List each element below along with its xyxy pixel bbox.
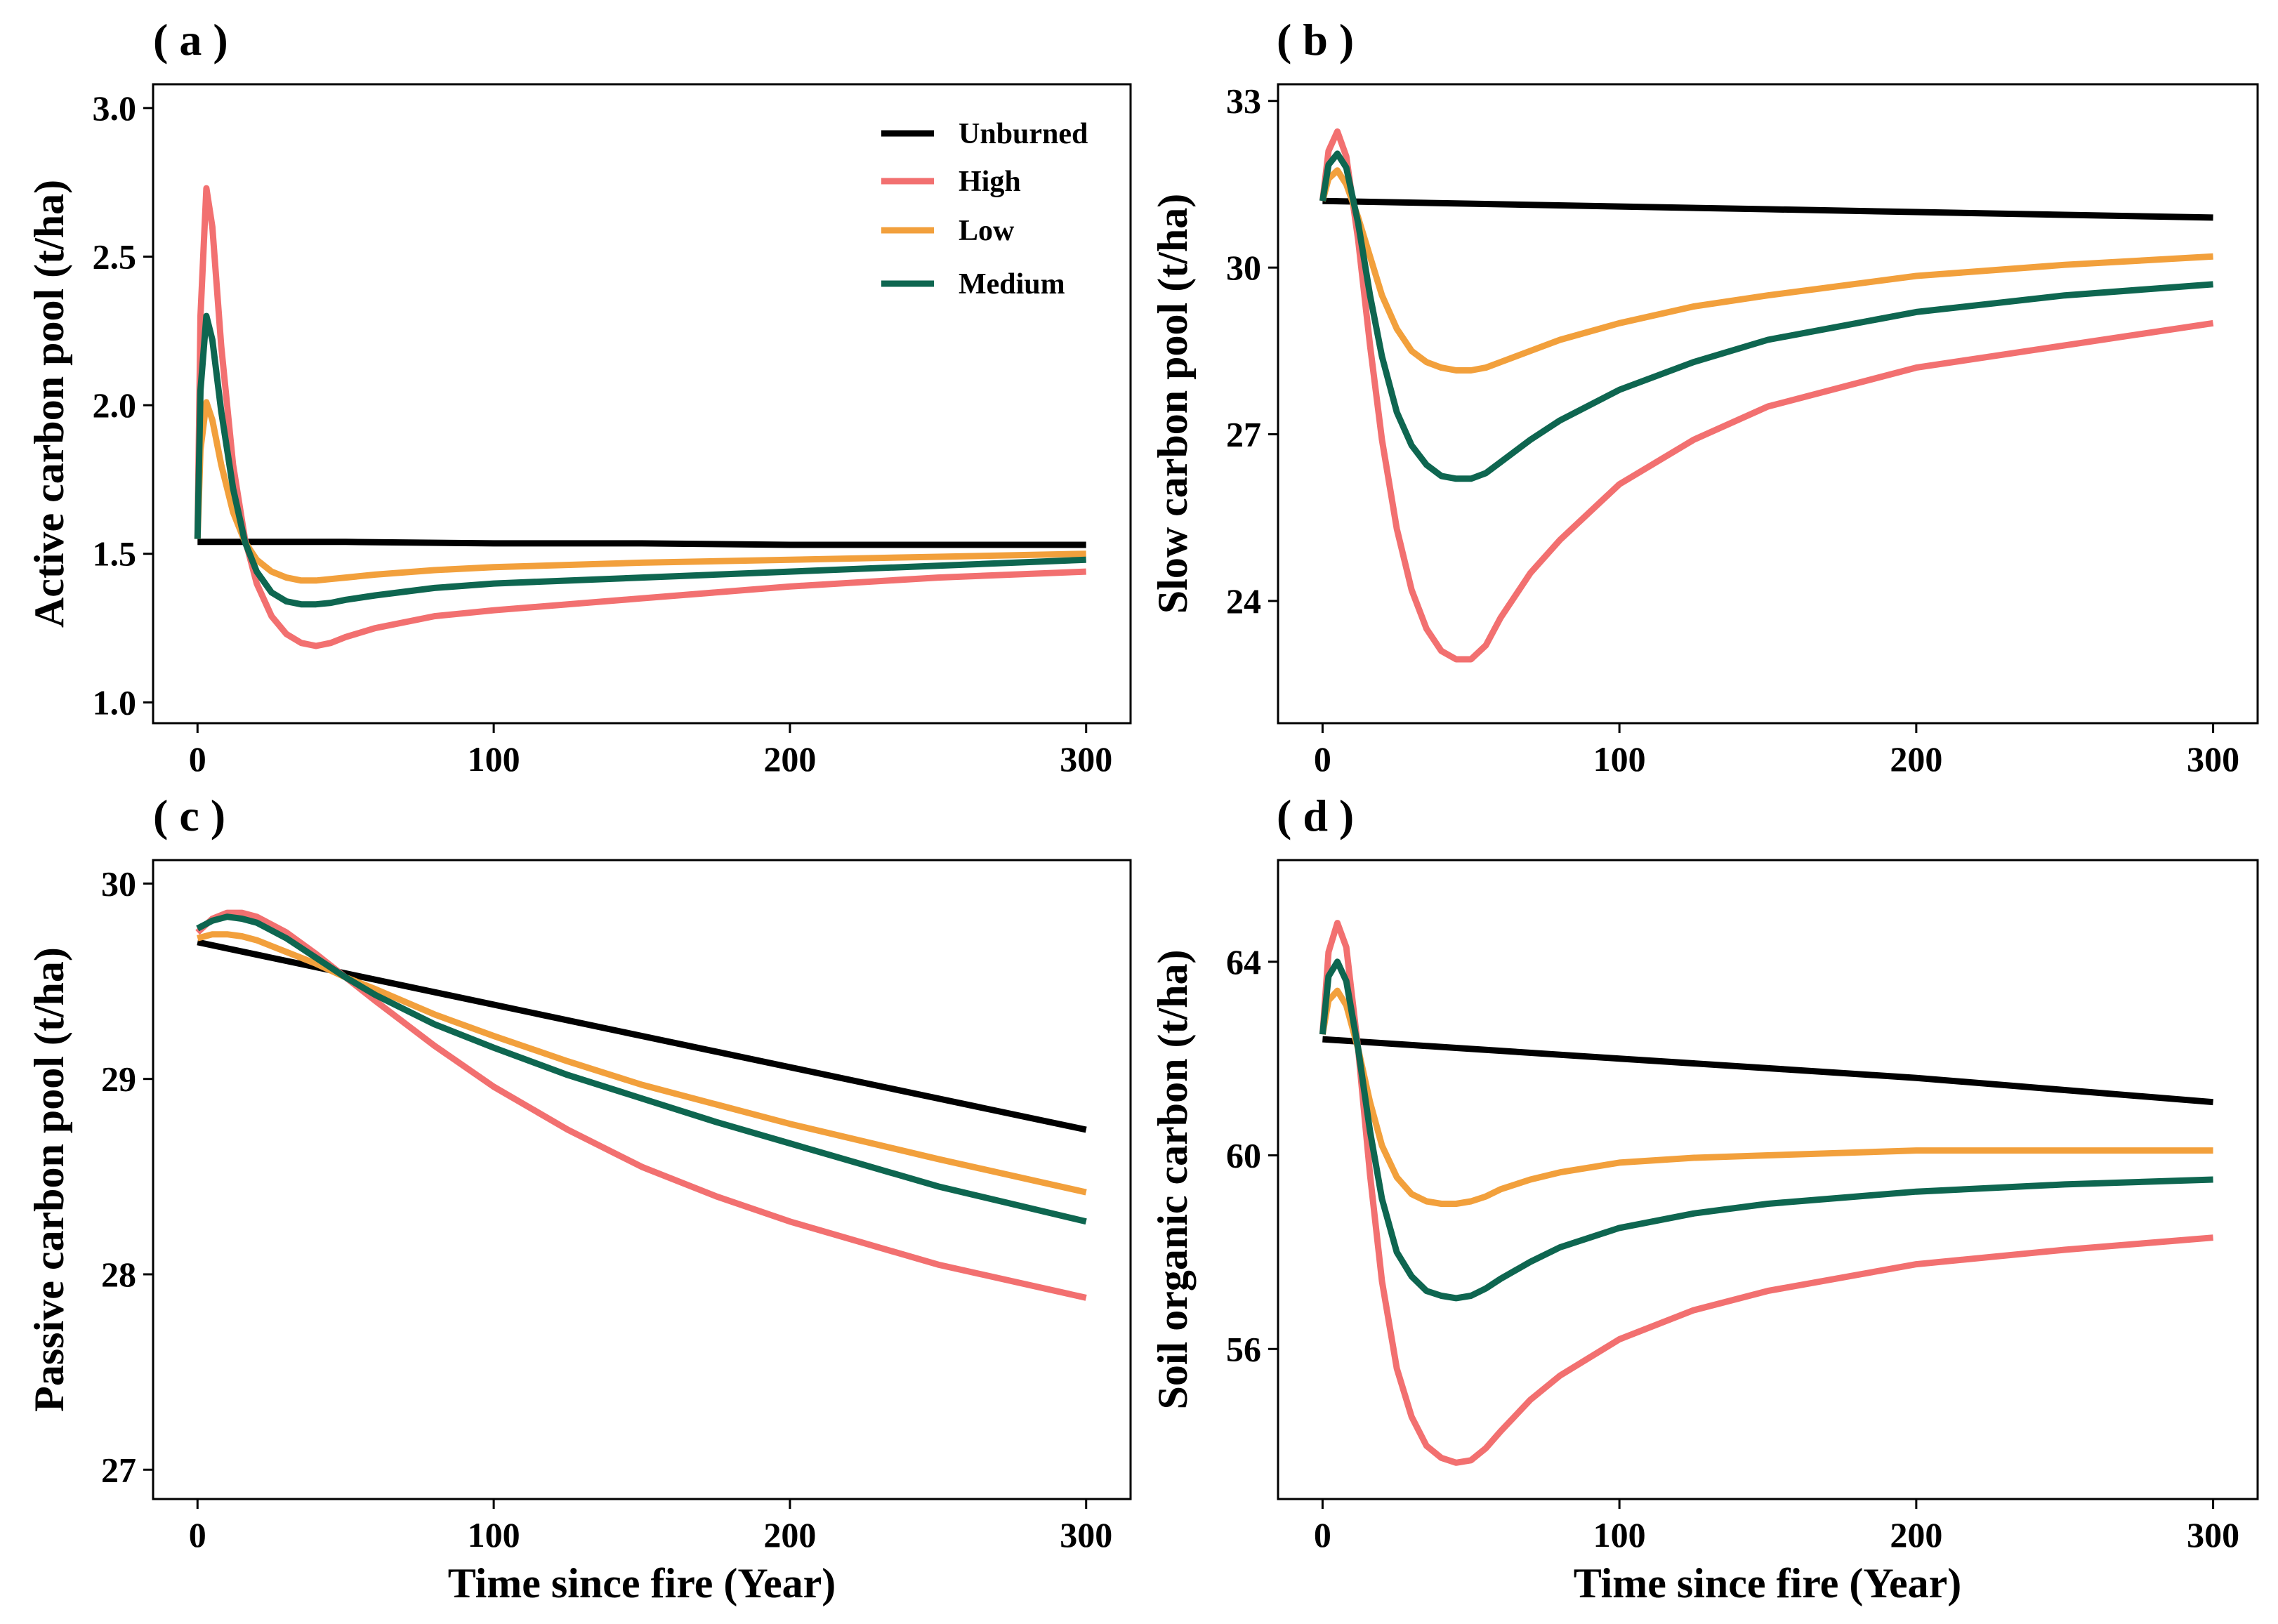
y-tick-label-b: 33	[1226, 81, 1261, 121]
series-line-low-c	[197, 931, 1087, 1196]
x-tick-label-b: 300	[2187, 739, 2239, 779]
y-tick-label-a: 3.0	[93, 88, 137, 128]
panel-a: ( a ) Active carbon pool (t/ha) 0 100 200 3…	[26, 15, 1132, 779]
x-tick-label-c: 0	[189, 1515, 206, 1554]
x-tick-label-c: 300	[1060, 1515, 1112, 1554]
panel-label-a: ( a )	[153, 15, 228, 65]
y-tick-label-c: 27	[101, 1450, 136, 1489]
legend-label-low: Low	[959, 215, 1015, 247]
y-tick-label-d: 64	[1226, 942, 1261, 982]
x-tick-label-a: 200	[763, 739, 816, 779]
plot-frame-d	[1277, 859, 2259, 1500]
y-tick-label-b: 30	[1226, 248, 1261, 287]
plot-frame-a	[152, 83, 1132, 725]
legend: Unburned High Low Medium	[881, 118, 1088, 301]
panel-b: ( b ) Slow carbon pool (t/ha) 0 100 200 300…	[1150, 15, 2259, 779]
y-axis-title-d: Soil organic carbon (t/ha)	[1150, 950, 1196, 1410]
plot-area-c: 0 100 200 300 27 28 29 30	[101, 859, 1132, 1554]
series-line-high-c	[195, 909, 1087, 1301]
y-tick-label-b: 24	[1226, 581, 1261, 621]
plot-area-d: 0 100 200 300 56 60 64	[1226, 859, 2259, 1554]
plot-area-b: 0 100 200 300 24 27 30 33	[1226, 81, 2259, 779]
y-tick-label-d: 56	[1226, 1329, 1261, 1368]
series-line-medium-b	[1319, 150, 2213, 482]
x-tick-label-d: 0	[1314, 1515, 1331, 1554]
x-tick-label-c: 100	[468, 1515, 520, 1554]
x-tick-label-a: 100	[468, 739, 520, 779]
panel-label-d: ( d )	[1277, 791, 1354, 840]
x-tick-label-c: 200	[763, 1515, 816, 1554]
x-axis-title-c: Time since fire (Year)	[448, 1560, 836, 1606]
y-tick-label-a: 2.0	[93, 385, 137, 425]
y-tick-label-a: 1.5	[93, 534, 137, 574]
x-tick-label-b: 100	[1593, 739, 1646, 779]
series-line-medium-d	[1319, 958, 2213, 1302]
y-tick-label-d: 60	[1226, 1136, 1261, 1175]
y-tick-label-a: 2.5	[93, 237, 137, 276]
plot-frame-c	[152, 859, 1132, 1500]
series-line-medium-a	[194, 312, 1086, 608]
y-axis-title-c: Passive carbon pool (t/ha)	[26, 947, 72, 1412]
y-tick-label-c: 28	[101, 1255, 136, 1294]
plot-frame-b	[1277, 83, 2259, 725]
x-tick-label-d: 100	[1593, 1515, 1646, 1554]
y-tick-label-c: 30	[101, 864, 136, 903]
legend-label-high: High	[959, 166, 1021, 198]
y-tick-label-a: 1.0	[93, 682, 137, 722]
panel-label-b: ( b )	[1277, 15, 1354, 65]
panel-c: ( c ) Passive carbon pool (t/ha) Time si…	[26, 791, 1132, 1606]
x-tick-label-d: 200	[1890, 1515, 1942, 1554]
plot-area-a: 0 100 200 300 1.0 1.5 2.0 2.5 3.0	[93, 83, 1132, 779]
y-tick-label-c: 29	[101, 1059, 136, 1099]
series-line-medium-c	[196, 913, 1087, 1225]
series-line-unburned-d	[1322, 1036, 2213, 1106]
series-line-unburned-b	[1322, 197, 2213, 221]
series-line-unburned-a	[197, 539, 1086, 548]
x-tick-label-b: 200	[1890, 739, 1942, 779]
legend-label-medium: Medium	[959, 268, 1065, 301]
panel-label-c: ( c )	[153, 791, 225, 840]
y-axis-title-b: Slow carbon pool (t/ha)	[1150, 194, 1196, 614]
x-axis-title-d: Time since fire (Year)	[1574, 1560, 1962, 1606]
series-line-high-a	[194, 185, 1086, 649]
series-line-low-a	[194, 399, 1086, 584]
panel-d: ( d ) Soil organic carbon (t/ha) Time si…	[1150, 791, 2259, 1606]
x-tick-label-b: 0	[1314, 739, 1331, 779]
y-axis-title-a: Active carbon pool (t/ha)	[26, 180, 72, 628]
x-tick-label-d: 300	[2187, 1515, 2239, 1554]
x-tick-label-a: 0	[189, 739, 206, 779]
x-tick-label-a: 300	[1060, 739, 1112, 779]
y-tick-label-b: 27	[1226, 415, 1261, 454]
legend-label-unburned: Unburned	[959, 118, 1088, 150]
